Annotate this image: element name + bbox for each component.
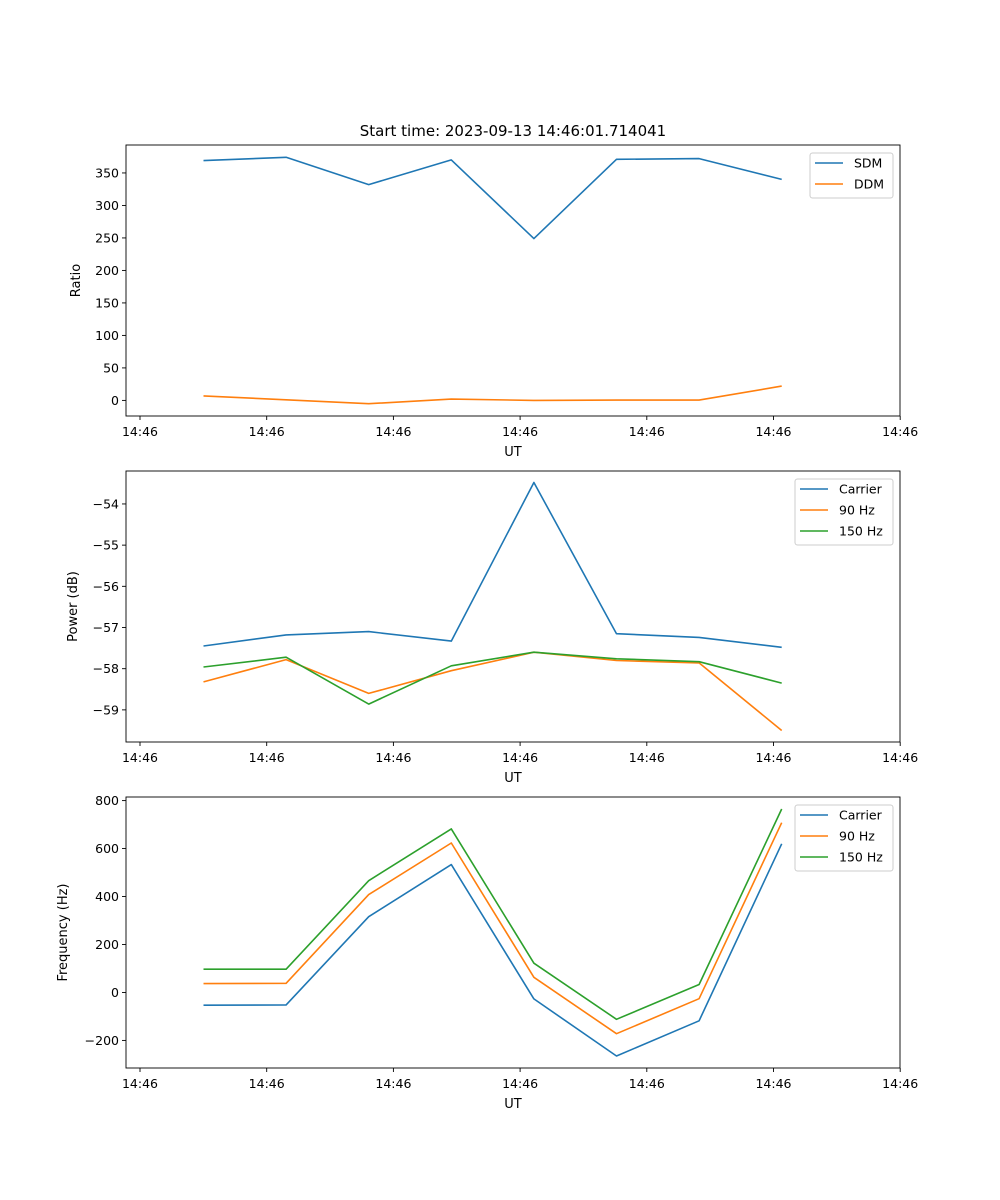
y-axis-label: Power (dB) <box>66 571 81 642</box>
x-tick-label: 14:46 <box>502 1076 538 1091</box>
y-tick-label: 150 <box>95 295 119 310</box>
y-tick-label: 200 <box>95 263 119 278</box>
legend-label: DDM <box>854 177 884 192</box>
x-axis-label: UT <box>504 1097 522 1112</box>
x-tick-label: 14:46 <box>755 750 791 765</box>
y-tick-label: −55 <box>93 538 119 553</box>
y-axis-label: Frequency (Hz) <box>56 883 71 981</box>
x-tick-label: 14:46 <box>122 750 158 765</box>
x-axis-label: UT <box>504 771 522 786</box>
x-tick-label: 14:46 <box>502 424 538 439</box>
plot-frame <box>125 796 901 1069</box>
x-tick-label: 14:46 <box>629 750 665 765</box>
series-line-ddm <box>203 385 782 405</box>
legend-label: 150 Hz <box>839 524 883 539</box>
x-tick-label: 14:46 <box>375 1076 411 1091</box>
legend-label: Carrier <box>839 808 883 823</box>
legend-box <box>809 152 894 199</box>
y-tick-label: −54 <box>93 496 119 511</box>
plot-frame <box>125 144 901 417</box>
legend: SDM DDM <box>809 152 894 199</box>
chart-panel-3: −200 0 200 400 600 800 14:46 14:46 14:46 14:46 14:… <box>56 793 918 1112</box>
x-axis-label: UT <box>504 445 522 460</box>
y-tick-label: 300 <box>95 198 119 213</box>
legend-box <box>794 478 894 546</box>
legend-label: 90 Hz <box>839 503 875 518</box>
x-tick-label: 14:46 <box>755 424 791 439</box>
legend: Carrier 90 Hz 150 Hz <box>794 478 894 546</box>
x-tick-label: 14:46 <box>882 1076 918 1091</box>
x-tick-label: 14:46 <box>122 1076 158 1091</box>
chart-panel-2: −59 −58 −57 −56 −55 −54 14:46 14:46 14:46 14:46 14… <box>66 470 918 786</box>
figure-title: Start time: 2023-09-13 14:46:01.714041 <box>360 122 666 140</box>
legend: Carrier 90 Hz 150 Hz <box>794 804 894 872</box>
x-tick-label: 14:46 <box>249 424 285 439</box>
series-line-150-hz <box>203 651 782 705</box>
legend-label: 90 Hz <box>839 829 875 844</box>
x-tick-label: 14:46 <box>882 750 918 765</box>
chart-panel-1: 0 50 100 150 200 250 300 350 14:46 14:46 14:46 14:4… <box>69 144 918 460</box>
series-line-carrier <box>203 843 783 1057</box>
y-tick-label: 100 <box>95 328 119 343</box>
x-tick-label: 14:46 <box>375 424 411 439</box>
series-line-90-hz <box>203 822 783 1035</box>
legend-box <box>794 804 894 872</box>
y-tick-label: 50 <box>103 360 119 375</box>
y-axis-label: Ratio <box>69 264 84 297</box>
x-tick-label: 14:46 <box>629 424 665 439</box>
x-tick-label: 14:46 <box>882 424 918 439</box>
x-tick-label: 14:46 <box>755 1076 791 1091</box>
legend-label: Carrier <box>839 482 883 497</box>
y-tick-label: 800 <box>95 793 119 808</box>
y-tick-label: −59 <box>93 702 119 717</box>
x-tick-label: 14:46 <box>122 424 158 439</box>
series-line-sdm <box>203 156 782 240</box>
y-tick-label: 200 <box>95 937 119 952</box>
y-tick-label: −57 <box>93 620 119 635</box>
y-tick-label: 350 <box>95 165 119 180</box>
y-tick-label: −200 <box>85 1033 119 1048</box>
y-tick-label: 400 <box>95 889 119 904</box>
x-tick-label: 14:46 <box>249 750 285 765</box>
y-tick-label: −56 <box>93 579 119 594</box>
x-tick-label: 14:46 <box>375 750 411 765</box>
y-tick-label: 0 <box>111 985 119 1000</box>
y-tick-label: −58 <box>93 661 119 676</box>
legend-label: SDM <box>854 156 882 171</box>
y-tick-label: 250 <box>95 230 119 245</box>
series-line-150-hz <box>203 808 783 1021</box>
x-tick-label: 14:46 <box>502 750 538 765</box>
x-tick-label: 14:46 <box>629 1076 665 1091</box>
series-line-carrier <box>203 481 782 649</box>
legend-label: 150 Hz <box>839 850 883 865</box>
y-tick-label: 0 <box>111 393 119 408</box>
plot-frame <box>125 470 901 743</box>
x-tick-label: 14:46 <box>249 1076 285 1091</box>
y-tick-label: 600 <box>95 841 119 856</box>
